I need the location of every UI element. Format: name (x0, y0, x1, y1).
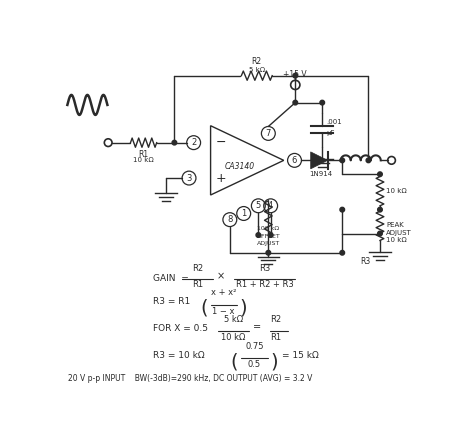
Text: +: + (216, 172, 227, 184)
Circle shape (378, 172, 383, 177)
Circle shape (340, 158, 345, 162)
Text: 5 kΩ: 5 kΩ (224, 314, 243, 324)
Text: 1 − x: 1 − x (212, 307, 235, 316)
Text: 6: 6 (292, 156, 297, 165)
Text: 20 V p-p INPUT    BW(-3dB)=290 kHz, DC OUTPUT (AVG) = 3.2 V: 20 V p-p INPUT BW(-3dB)=290 kHz, DC OUTP… (68, 374, 312, 383)
Text: R3 = R1: R3 = R1 (153, 297, 190, 307)
Text: CA3140: CA3140 (225, 162, 255, 171)
Text: R1: R1 (138, 150, 149, 159)
Text: R3 = 10 kΩ: R3 = 10 kΩ (153, 351, 204, 360)
Text: R1 + R2 + R3: R1 + R2 + R3 (236, 280, 293, 290)
Circle shape (256, 233, 261, 237)
Text: 10 kΩ: 10 kΩ (386, 188, 407, 194)
Text: R1: R1 (192, 280, 203, 290)
Circle shape (340, 207, 345, 212)
Text: R3: R3 (361, 257, 371, 266)
Text: ×: × (217, 272, 225, 282)
Text: FOR X = 0.5: FOR X = 0.5 (153, 325, 208, 333)
Text: R2: R2 (192, 264, 203, 273)
Text: 4: 4 (268, 201, 273, 210)
Text: R1: R1 (271, 333, 282, 342)
Text: ): ) (271, 353, 278, 372)
Circle shape (366, 158, 371, 162)
Text: 7: 7 (265, 129, 271, 138)
Text: ADJUST: ADJUST (386, 230, 412, 236)
Text: 3: 3 (186, 173, 191, 183)
Text: = 15 kΩ: = 15 kΩ (282, 351, 319, 360)
Circle shape (293, 73, 298, 78)
Text: x + x²: x + x² (211, 288, 237, 297)
Text: 0.75: 0.75 (245, 342, 264, 350)
Text: GAIN  =: GAIN = (153, 274, 189, 283)
Text: .001: .001 (326, 119, 342, 125)
Text: PEAK: PEAK (386, 222, 404, 228)
Text: 0.5: 0.5 (248, 360, 261, 369)
Circle shape (266, 251, 271, 255)
Text: 1: 1 (241, 209, 246, 218)
Text: ADJUST: ADJUST (257, 241, 280, 246)
Text: 5: 5 (255, 201, 261, 210)
Text: R2: R2 (270, 314, 281, 324)
Text: 2: 2 (191, 138, 196, 147)
Circle shape (268, 233, 273, 237)
Circle shape (320, 100, 325, 105)
Circle shape (172, 140, 177, 145)
Text: OFFSET: OFFSET (256, 233, 280, 239)
Text: 10 kΩ: 10 kΩ (386, 237, 407, 244)
Text: (: ( (231, 353, 238, 372)
Text: 100 kΩ: 100 kΩ (257, 226, 279, 231)
Circle shape (293, 100, 298, 105)
Text: R3: R3 (259, 264, 270, 273)
Text: 10 kΩ: 10 kΩ (221, 333, 246, 342)
Text: −: − (216, 136, 227, 149)
Text: 8: 8 (227, 215, 233, 224)
Text: 10 kΩ: 10 kΩ (133, 156, 154, 162)
Circle shape (378, 231, 383, 236)
Polygon shape (310, 152, 328, 169)
Text: (: ( (200, 299, 208, 318)
Text: 5 kΩ: 5 kΩ (249, 67, 265, 73)
Text: =: = (253, 322, 261, 332)
Text: ): ) (240, 299, 247, 318)
Text: +15 V: +15 V (283, 70, 307, 79)
Text: R2: R2 (252, 57, 262, 67)
Text: 1N914: 1N914 (309, 171, 332, 177)
Circle shape (378, 207, 383, 212)
Text: μF: μF (326, 131, 335, 136)
Circle shape (340, 251, 345, 255)
